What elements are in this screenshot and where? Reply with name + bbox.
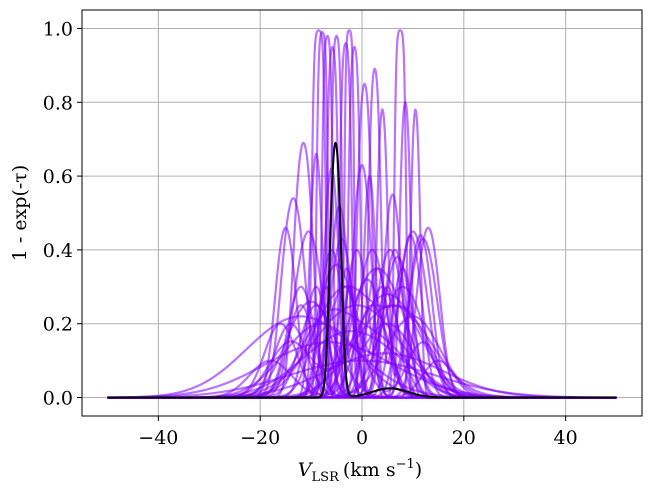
y-tick-label-0: 0.0 — [43, 388, 73, 410]
mean-curve — [106, 141, 618, 399]
axis-ticks — [77, 27, 567, 421]
x-tick-label-2: 0 — [356, 427, 368, 449]
x-axis-label-subscript: LSR — [312, 470, 341, 485]
x-tick-label-1: −20 — [240, 427, 280, 449]
y-tick-label-4: 0.8 — [43, 92, 73, 114]
tick-labels: −40 −20 0 20 40 0.0 0.2 0.4 0.6 0.8 1.0 — [43, 18, 578, 449]
x-axis-label-units: (km s — [343, 459, 396, 481]
x-tick-label-3: 20 — [452, 427, 476, 449]
y-tick-label-5: 1.0 — [43, 18, 73, 40]
y-axis-label: 1 - exp(-τ) — [9, 165, 31, 261]
x-axis-label-exponent: −1 — [396, 457, 415, 472]
series-group — [106, 29, 618, 399]
x-axis-label-symbol: V — [298, 459, 314, 481]
y-tick-label-2: 0.4 — [43, 240, 73, 262]
x-tick-label-4: 40 — [554, 427, 578, 449]
x-tick-label-0: −40 — [138, 427, 178, 449]
sample-curve-40 — [106, 359, 618, 399]
x-axis-label-suffix: ) — [415, 459, 422, 481]
y-tick-label-3: 0.6 — [43, 166, 73, 188]
plot-area — [106, 29, 618, 399]
x-axis-label: VLSR (km s−1) — [298, 457, 422, 485]
y-tick-label-1: 0.2 — [43, 314, 73, 336]
